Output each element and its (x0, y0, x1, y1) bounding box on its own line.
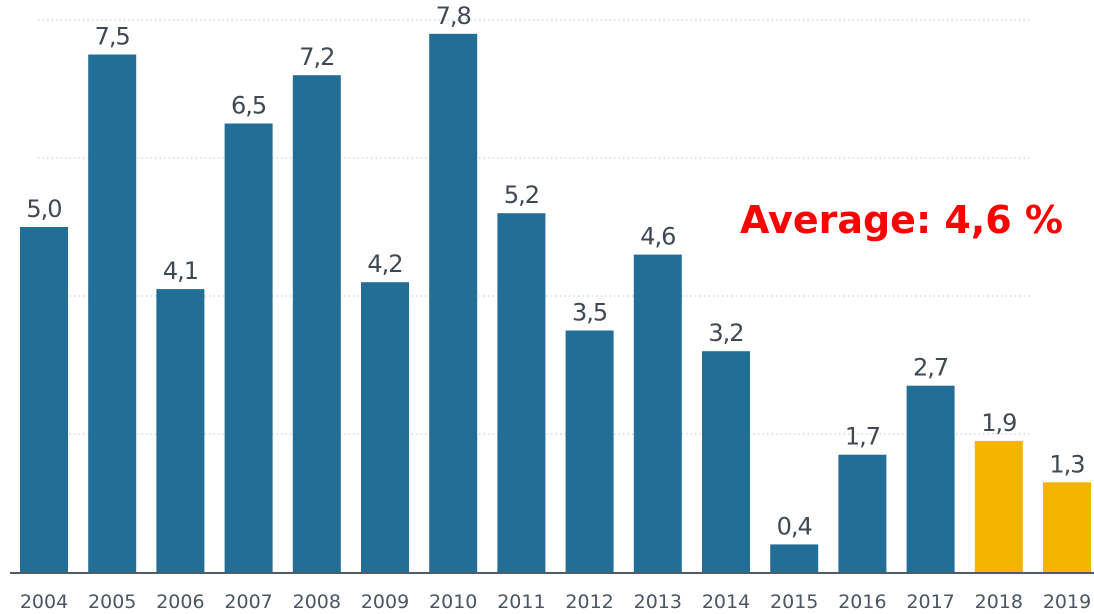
bar-2010 (429, 33, 478, 573)
bar-2019 (1043, 482, 1091, 572)
value-label-2019: 1,3 (1049, 450, 1084, 478)
value-label-2004: 5,0 (26, 195, 61, 223)
x-tick-2011: 2011 (497, 591, 545, 613)
x-axis-ticks: 2004 2005 2006 2007 2008 2009 2010 2011 2012 2013… (20, 591, 1091, 613)
average-annotation: Average: 4,6 % (740, 198, 1063, 242)
x-tick-2008: 2008 (293, 591, 341, 613)
value-label-2011: 5,2 (504, 181, 539, 209)
x-tick-2017: 2017 (906, 591, 954, 613)
value-label-2006: 4,1 (163, 257, 198, 285)
bar-2015 (770, 544, 819, 572)
value-label-2017: 2,7 (913, 354, 948, 382)
value-label-2014: 3,2 (708, 319, 743, 347)
x-tick-2009: 2009 (361, 591, 409, 613)
bar-2016 (838, 454, 887, 572)
x-tick-2015: 2015 (770, 591, 818, 613)
bar-2006 (156, 289, 205, 572)
value-label-2012: 3,5 (572, 299, 607, 327)
x-tick-2013: 2013 (634, 591, 682, 613)
bar-2007 (224, 123, 273, 572)
x-tick-2016: 2016 (838, 591, 886, 613)
value-label-2018: 1,9 (981, 409, 1016, 437)
bar-2004 (20, 227, 68, 572)
bar-2017 (906, 385, 955, 572)
bar-2013 (633, 254, 682, 572)
value-label-2010: 7,8 (436, 2, 471, 30)
value-labels: 5,0 7,5 4,1 6,5 7,2 4,2 7,8 5,2 3,5 4,6 3,2 0,4 1,7 2… (26, 2, 1085, 541)
x-tick-2006: 2006 (156, 591, 204, 613)
x-tick-2007: 2007 (224, 591, 272, 613)
value-label-2013: 4,6 (640, 223, 675, 251)
value-label-2007: 6,5 (231, 92, 266, 120)
value-label-2008: 7,2 (299, 43, 334, 71)
bar-2008 (292, 75, 341, 572)
x-tick-2014: 2014 (702, 591, 750, 613)
value-label-2009: 4,2 (367, 250, 402, 278)
bar-2011 (497, 213, 546, 572)
x-tick-2018: 2018 (975, 591, 1023, 613)
value-label-2016: 1,7 (845, 423, 880, 451)
x-tick-2005: 2005 (88, 591, 136, 613)
bar-2012 (565, 330, 614, 572)
bar-2014 (702, 351, 750, 572)
bar-2009 (361, 282, 409, 572)
value-label-2005: 7,5 (95, 23, 130, 51)
x-tick-2012: 2012 (565, 591, 613, 613)
value-label-2015: 0,4 (777, 512, 812, 540)
x-tick-2019: 2019 (1043, 591, 1091, 613)
bar-2018 (974, 440, 1023, 572)
x-tick-2004: 2004 (20, 591, 68, 613)
bars (20, 33, 1091, 573)
bar-2005 (88, 54, 137, 572)
x-tick-2010: 2010 (429, 591, 477, 613)
